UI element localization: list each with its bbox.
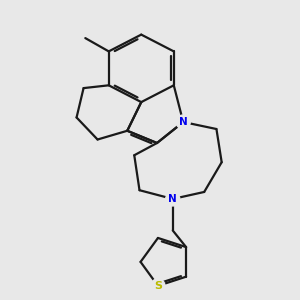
Circle shape <box>166 192 180 206</box>
Circle shape <box>176 115 190 129</box>
Text: N: N <box>168 194 177 204</box>
Text: S: S <box>154 281 162 291</box>
Text: N: N <box>179 117 188 127</box>
Circle shape <box>151 279 165 293</box>
